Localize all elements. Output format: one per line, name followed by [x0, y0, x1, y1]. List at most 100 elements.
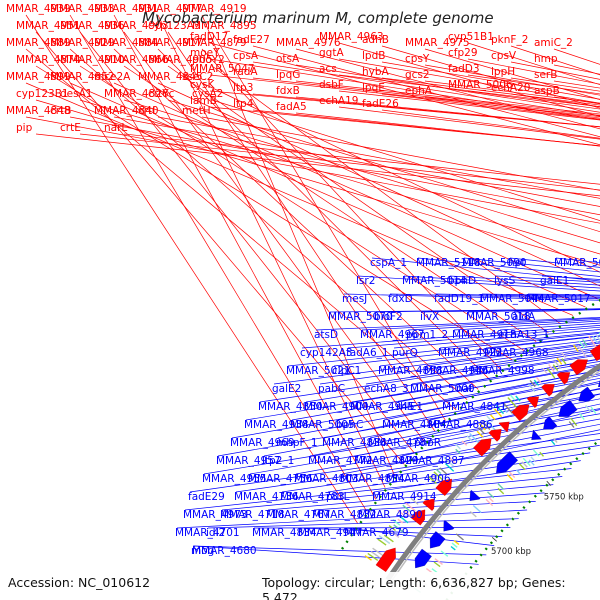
reverse-gene-label: MMAR_5005 [290, 419, 355, 431]
misc-feature-mark [434, 558, 443, 565]
label-connector-lines [25, 14, 600, 565]
reverse-gene-label: MMAR_4841 [442, 401, 507, 413]
reverse-connector [403, 275, 600, 289]
forward-gene-label: crtB [50, 105, 71, 117]
reverse-connector [192, 545, 487, 556]
forward-gene-label: MMAR_4874 [16, 54, 81, 66]
reverse-connector [415, 393, 600, 439]
forward-connector [338, 90, 600, 121]
reverse-connector [221, 476, 563, 511]
forward-connector [338, 58, 600, 104]
reverse-connector [443, 369, 600, 403]
reverse-gene-label: clpC1 [332, 365, 361, 377]
misc-feature-mark [485, 498, 494, 507]
forward-connector [69, 14, 367, 512]
forward-gene-label: fadE27 [233, 34, 270, 46]
misc-feature-mark [453, 540, 460, 546]
reverse-connector [301, 325, 600, 349]
misc-feature-mark [529, 379, 536, 388]
reverse-connector [299, 527, 503, 537]
reverse-gene-label: fdxD [388, 293, 413, 305]
misc-feature-mark [539, 451, 545, 457]
forward-connector [209, 90, 600, 128]
misc-feature-mark [503, 402, 514, 414]
forward-connector [467, 58, 600, 85]
reverse-connector [277, 377, 600, 439]
reverse-connector [373, 460, 581, 493]
forward-connector [201, 14, 396, 477]
misc-feature-mark [482, 421, 491, 430]
reverse-gene-label: MMAR_4955 [202, 473, 267, 485]
reverse-connector [203, 408, 600, 475]
reverse-gene-label: rhlE1 [396, 401, 423, 413]
forward-gene-label: MMAR_4976 [276, 37, 341, 49]
forward-connector [252, 93, 600, 128]
misc-feature-mark [448, 456, 456, 464]
forward-gene-label: adhB [362, 34, 389, 46]
misc-feature-mark [561, 358, 567, 365]
forward-gene-label: MMAR_4852 [50, 71, 115, 83]
forward-gene-label: MMAR_4826 [104, 88, 169, 100]
forward-connector [381, 93, 600, 120]
forward-gene-arrow [422, 498, 435, 511]
misc-feature-mark [552, 364, 559, 372]
reverse-connector [471, 347, 600, 367]
misc-feature-mark [521, 461, 528, 468]
forward-connector [209, 74, 600, 118]
reverse-connector [343, 293, 600, 301]
reverse-gene-label: MMAR_4900 [304, 401, 369, 413]
reverse-connector [361, 317, 600, 331]
reverse-connector [411, 353, 600, 385]
forward-gene-label: gcs2 [405, 69, 430, 81]
forward-gene-label: cpsY [405, 53, 430, 65]
misc-feature-mark [497, 487, 505, 495]
reverse-gene-arrow [531, 429, 542, 440]
forward-connector [25, 82, 574, 316]
reverse-gene-label: MMAR_4803 [294, 473, 359, 485]
misc-feature-mark [561, 352, 566, 359]
forward-gene-label: MMAR_4879 [182, 37, 247, 49]
misc-feature-mark [433, 561, 441, 568]
forward-connector [295, 64, 600, 113]
misc-feature-mark [595, 334, 600, 342]
misc-feature-mark [489, 497, 494, 503]
reverse-connector [291, 365, 600, 421]
misc-feature-mark [495, 405, 505, 415]
forward-connector [209, 106, 600, 147]
reverse-connector [327, 452, 591, 493]
forward-gene-label: ephA [405, 85, 433, 97]
forward-gene-label: acs [319, 63, 337, 75]
reverse-gene-label: MMAR_4736 [234, 491, 299, 503]
forward-gene-label: cyp51B1 [448, 31, 494, 43]
reverse-connector [393, 329, 600, 349]
reverse-gene-label: MMAR_4718 [220, 509, 285, 521]
forward-gene-label: MMAR_4899 [6, 71, 71, 83]
forward-gene-arrow [410, 509, 426, 526]
reverse-gene-label: MMAR_4898 [378, 365, 443, 377]
misc-feature-mark [515, 395, 521, 402]
forward-gene-label: pknF_2 [491, 34, 528, 46]
reverse-gene-label: cspA_1 [370, 257, 407, 269]
misc-feature-mark [485, 420, 497, 431]
misc-feature-mark [506, 473, 514, 481]
reverse-connector [371, 257, 600, 282]
forward-gene-label: lpdB [362, 50, 385, 62]
misc-feature-mark [497, 483, 504, 490]
misc-feature-mark [532, 449, 540, 457]
reverse-gene-label: bphC [336, 419, 363, 431]
misc-feature-mark [585, 404, 592, 413]
forward-gene-label: cysK [190, 79, 215, 91]
reverse-gene-label: MMAR_4968 [484, 347, 549, 359]
forward-connector [381, 45, 600, 109]
reverse-gene-arrow [443, 520, 455, 532]
reverse-connector [235, 438, 600, 493]
reverse-connector [249, 413, 600, 475]
scale-tick-label: 5750 kbp [544, 493, 584, 503]
forward-gene-label: moeY [190, 47, 220, 59]
forward-gene-label: MMAR_5047 [190, 63, 255, 75]
forward-connector [113, 48, 479, 390]
misc-feature-mark [403, 509, 410, 516]
feature-rings [341, 298, 600, 600]
reverse-connector [357, 275, 600, 292]
forward-connector [157, 82, 600, 287]
